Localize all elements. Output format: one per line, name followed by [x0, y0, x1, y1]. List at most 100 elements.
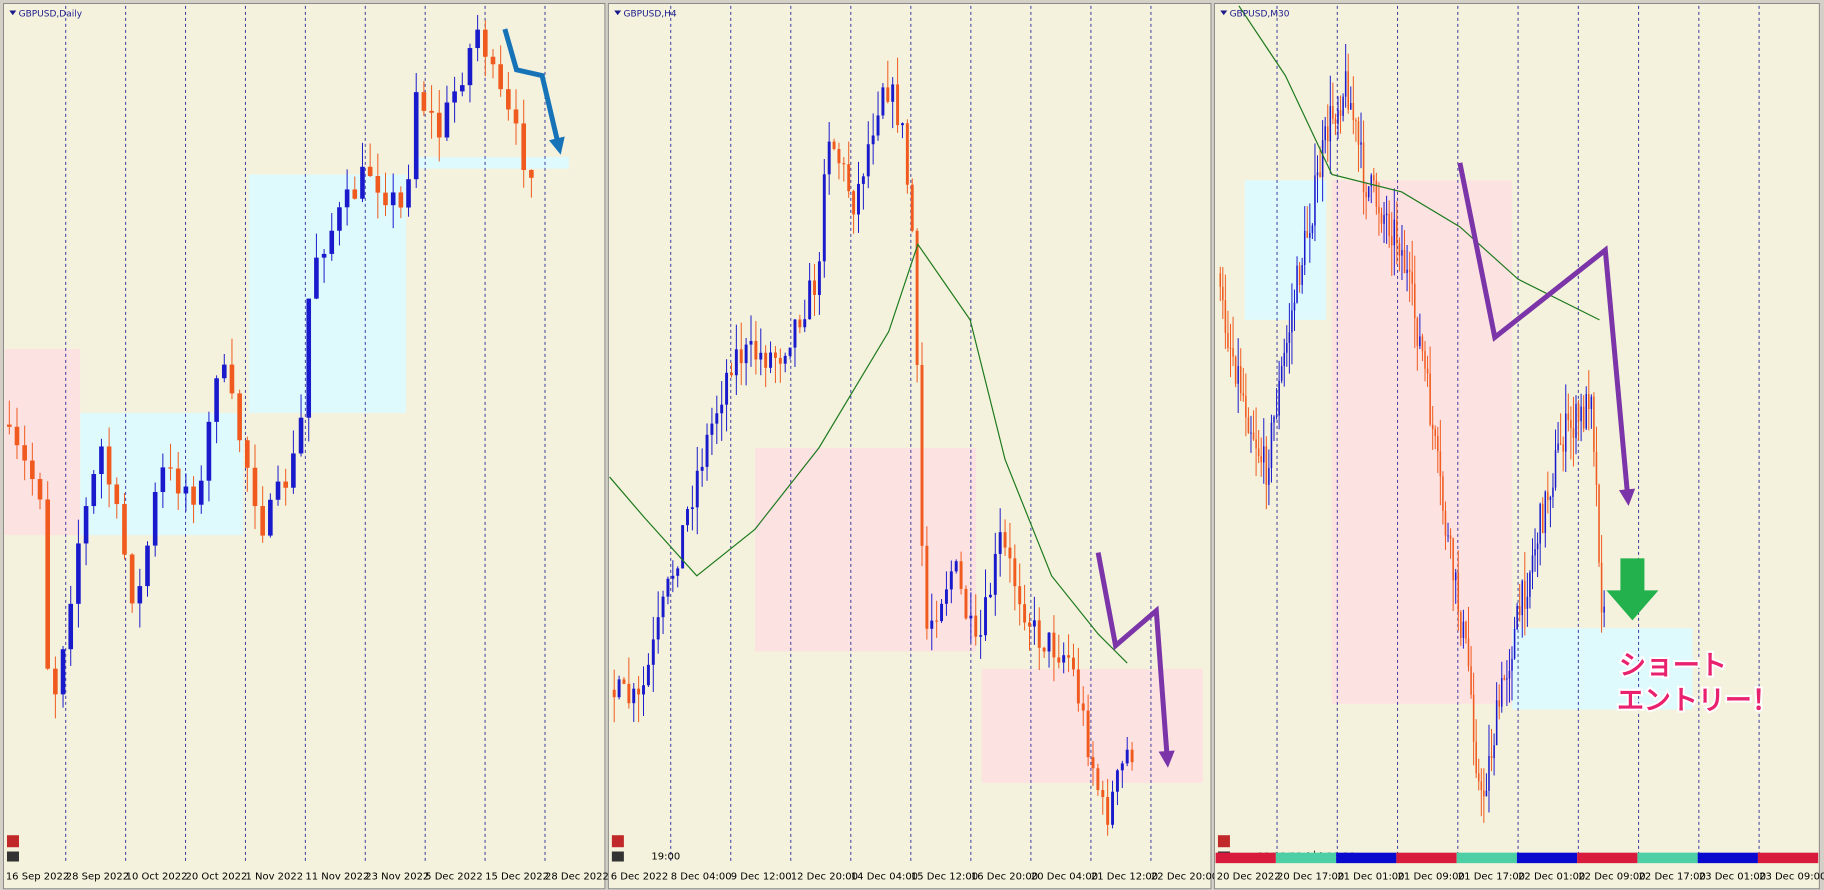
x-axis-label: 15 Dec 12:00 [911, 871, 978, 882]
candle-body [1288, 332, 1291, 343]
candle-body [1355, 120, 1357, 122]
panel-button [611, 835, 624, 848]
candle-body [852, 191, 856, 215]
candle-body [1442, 476, 1444, 511]
candle-body [1462, 621, 1465, 638]
x-axis-label: 22 Dec 20:00 [1151, 871, 1218, 882]
candle-body [314, 257, 319, 299]
candle-body [1234, 356, 1237, 384]
panel-menu-icon [1220, 10, 1228, 16]
candle-body [1091, 757, 1095, 769]
candle-body [905, 123, 909, 185]
x-axis-label: 22 Dec 01:00 [1518, 871, 1585, 882]
candle-body [1101, 790, 1105, 798]
candle-body [1003, 532, 1007, 548]
x-axis-label: 28 Sep 2022 [66, 871, 129, 882]
candle-body [900, 123, 904, 126]
candle-body [871, 135, 875, 145]
candle-body [37, 479, 43, 500]
candle-body [1362, 142, 1365, 193]
candle-body [876, 115, 880, 136]
candle-body [1071, 657, 1075, 670]
candle-body [764, 352, 768, 368]
candle-body [661, 596, 665, 618]
candle-body [1567, 413, 1570, 420]
candle-body [1311, 225, 1314, 234]
candle-body [406, 179, 411, 208]
candle-body [1106, 797, 1110, 825]
candle-body [1547, 491, 1549, 501]
candle-body [930, 620, 934, 629]
x-axis-label: 22 Dec 09:00 [1578, 871, 1645, 882]
candle-body [1572, 428, 1575, 438]
candle-body [452, 91, 457, 103]
candle-body [1470, 666, 1472, 695]
candle-body [1229, 347, 1232, 349]
candle-body [1252, 432, 1255, 440]
candle-body [998, 532, 1002, 554]
candle-body [1332, 105, 1334, 119]
candle-body [940, 603, 944, 622]
session-bar [1516, 852, 1578, 864]
candle-body [676, 568, 680, 576]
candle-body [1013, 558, 1017, 587]
candle-body [1513, 629, 1516, 659]
candle-body [1306, 230, 1309, 238]
candle-body [656, 617, 660, 640]
x-axis-label: 16 Dec 20:00 [971, 871, 1038, 882]
candle-body [1460, 612, 1462, 638]
candle-body [175, 468, 181, 494]
candle-body [1536, 543, 1539, 550]
candle-body [398, 192, 404, 208]
annotation-arrow [1457, 162, 1630, 492]
candle-body [734, 349, 738, 376]
candle-body [114, 484, 120, 505]
candle-body [1452, 538, 1454, 581]
candle-body [459, 85, 465, 92]
candle-body [1529, 572, 1531, 597]
candle-body [1465, 621, 1467, 639]
candle-body [68, 603, 74, 650]
candle-body [1052, 632, 1056, 658]
candle-body [666, 578, 670, 597]
candle-body [1485, 790, 1488, 797]
candle-body [773, 352, 777, 358]
candle-body [1429, 373, 1431, 425]
candle-body [622, 679, 626, 684]
session-bar [1697, 852, 1758, 864]
candle-body [214, 378, 219, 422]
candle-body [1498, 700, 1500, 707]
candle-body [642, 685, 645, 695]
candle-body [291, 453, 296, 488]
candle-body [367, 166, 373, 177]
candle-body [1421, 336, 1424, 352]
candle-body [964, 588, 968, 619]
candle-body [352, 189, 358, 199]
candle-body [891, 84, 895, 102]
candle-body [1296, 265, 1298, 303]
candle-body [1426, 368, 1429, 374]
candle-body [857, 183, 860, 215]
zone [417, 157, 569, 169]
candle-body [866, 144, 870, 177]
candle-body [275, 481, 281, 500]
x-axis-label: 10 Oct 2022 [126, 871, 188, 882]
candle-body [483, 29, 488, 57]
candle-body [337, 207, 342, 231]
chart-panel: 6 Dec 2022 8 Dec 04:00 9 Dec 12:00 12 Dec 2… [607, 2, 1218, 890]
candle-body [306, 298, 312, 418]
candle-body [817, 261, 821, 295]
candle-body [612, 689, 616, 698]
candle-body [145, 545, 150, 587]
candle-body [429, 110, 434, 113]
x-axis-label: 20 Dec 04:00 [1031, 871, 1098, 882]
candle-body [160, 467, 166, 492]
candle-body [83, 506, 89, 544]
candle-body [690, 507, 694, 510]
candle-body [498, 64, 503, 90]
candle-body [1273, 416, 1275, 423]
candle-body [1439, 451, 1442, 477]
candle-body [1373, 175, 1375, 181]
candle-body [783, 355, 787, 364]
